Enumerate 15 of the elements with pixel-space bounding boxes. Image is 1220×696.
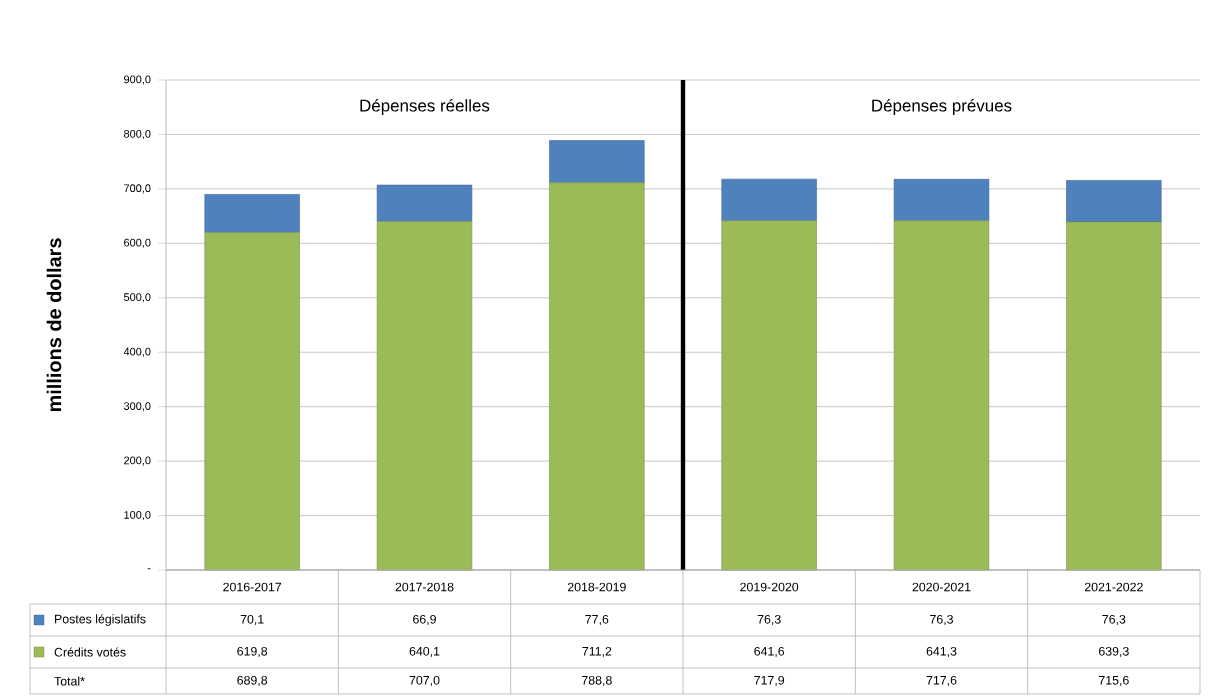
bar <box>1066 180 1162 223</box>
bar <box>376 221 473 571</box>
bar <box>549 182 645 571</box>
bar <box>204 232 300 571</box>
bar <box>1066 221 1162 571</box>
bar <box>376 184 473 222</box>
bar <box>721 178 817 221</box>
annotation: Dépenses prévues <box>872 98 1012 115</box>
bar <box>549 140 645 184</box>
bar <box>721 220 817 571</box>
y-axis-title: millions de dollars <box>46 238 62 412</box>
bar <box>893 179 990 222</box>
annotation: Dépenses réelles <box>360 98 490 115</box>
bar <box>893 220 990 571</box>
bar <box>204 194 300 233</box>
